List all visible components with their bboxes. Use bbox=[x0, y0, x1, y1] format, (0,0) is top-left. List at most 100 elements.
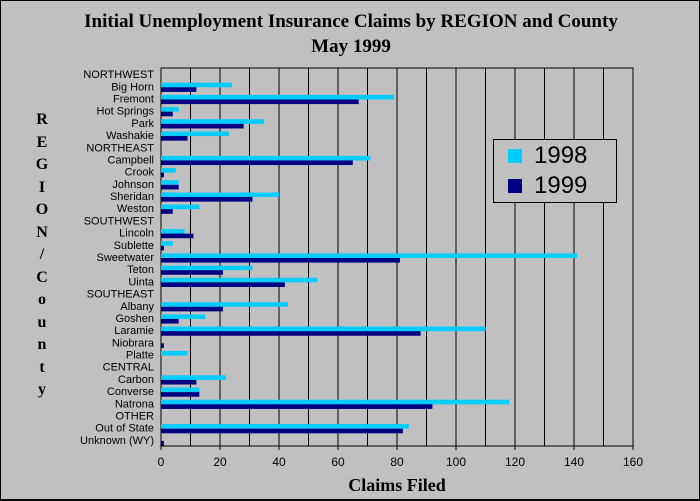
chart-title: Initial Unemployment Insurance Claims by… bbox=[1, 9, 700, 59]
bar-1998 bbox=[161, 180, 179, 185]
y-axis-label-char: E bbox=[36, 133, 48, 151]
category-label: Sublette bbox=[114, 240, 154, 252]
category-label: Laramie bbox=[114, 325, 154, 337]
y-axis-label-char: o bbox=[38, 291, 46, 308]
y-axis-label-char: u bbox=[37, 313, 47, 331]
bar-1999 bbox=[161, 111, 173, 117]
x-tick-label: 20 bbox=[213, 455, 227, 469]
category-label: Weston bbox=[117, 203, 154, 215]
category-label: Hot Springs bbox=[97, 106, 155, 118]
bar-1998 bbox=[161, 192, 279, 198]
category-label: Goshen bbox=[115, 313, 154, 325]
category-label: Fremont bbox=[113, 93, 154, 105]
legend: 1998 1999 bbox=[493, 139, 617, 203]
bar-1999 bbox=[161, 392, 200, 397]
x-tick-label: 40 bbox=[272, 455, 286, 469]
category-label: Uinta bbox=[128, 276, 155, 288]
bar-1998 bbox=[161, 107, 179, 112]
bar-1999 bbox=[161, 209, 173, 214]
bar-1998 bbox=[161, 424, 409, 429]
bar-1999 bbox=[161, 318, 179, 324]
legend-item-1998: 1998 bbox=[508, 142, 587, 170]
category-label: Converse bbox=[107, 386, 154, 398]
bar-1998 bbox=[161, 94, 395, 100]
category-label: Carbon bbox=[118, 374, 154, 386]
bar-1998 bbox=[161, 375, 226, 380]
bar-1999 bbox=[161, 197, 253, 202]
category-label: NORTHEAST bbox=[86, 142, 154, 154]
y-axis-label-char: R bbox=[36, 111, 48, 128]
category-label: SOUTHEAST bbox=[87, 289, 155, 301]
bar-1999 bbox=[161, 306, 223, 312]
category-label: CENTRAL bbox=[103, 362, 154, 374]
bar-1999 bbox=[161, 343, 164, 348]
legend-swatch-1998 bbox=[508, 149, 522, 163]
bar-1998 bbox=[161, 204, 200, 210]
bar-1998 bbox=[161, 277, 318, 283]
bar-1998 bbox=[161, 241, 173, 246]
bar-1998 bbox=[161, 119, 265, 124]
category-label: Unknown (WY) bbox=[80, 435, 154, 447]
x-tick-label: 60 bbox=[331, 455, 345, 469]
x-tick-label: 0 bbox=[158, 455, 165, 469]
bar-1998 bbox=[161, 302, 288, 307]
bar-1999 bbox=[161, 282, 285, 287]
bar-1998 bbox=[161, 265, 253, 271]
chart-title-line2: May 1999 bbox=[311, 36, 391, 57]
y-axis-label-char: N bbox=[36, 223, 48, 241]
bar-1999 bbox=[161, 379, 197, 385]
x-tick-label: 140 bbox=[564, 455, 584, 469]
legend-label-1999: 1999 bbox=[534, 172, 588, 199]
category-label: Crook bbox=[125, 167, 155, 179]
category-label: Campbell bbox=[108, 154, 154, 166]
legend-swatch-1999 bbox=[508, 179, 522, 193]
bar-1998 bbox=[161, 350, 188, 356]
bar-1999 bbox=[161, 270, 223, 275]
bar-1999 bbox=[161, 87, 197, 92]
bar-1998 bbox=[161, 314, 206, 319]
legend-item-1999: 1999 bbox=[508, 172, 587, 200]
y-axis-label-char: G bbox=[35, 156, 49, 173]
category-label: Platte bbox=[126, 350, 154, 362]
bar-1998 bbox=[161, 229, 185, 234]
category-label: OTHER bbox=[116, 411, 155, 423]
category-label: NORTHWEST bbox=[83, 69, 154, 81]
category-label: Out of State bbox=[95, 423, 154, 435]
bar-1999 bbox=[161, 428, 403, 434]
category-label: Niobrara bbox=[112, 337, 155, 349]
bar-1999 bbox=[161, 233, 194, 239]
chart-title-line1: Initial Unemployment Insurance Claims by… bbox=[84, 11, 618, 32]
category-label: Teton bbox=[127, 264, 154, 276]
bar-1999 bbox=[161, 331, 421, 336]
bar-1999 bbox=[161, 136, 188, 141]
legend-label-1998: 1998 bbox=[534, 142, 588, 169]
bar-1999 bbox=[161, 184, 179, 190]
bar-1998 bbox=[161, 168, 176, 173]
category-label: Sweetwater bbox=[97, 252, 155, 264]
category-label: SOUTHWEST bbox=[84, 215, 155, 227]
bar-1998 bbox=[161, 399, 510, 405]
y-axis-label-char: y bbox=[38, 381, 46, 398]
bar-1998 bbox=[161, 253, 577, 258]
y-axis-label-char: I bbox=[38, 178, 46, 196]
category-label: Johnson bbox=[112, 179, 154, 191]
bar-1999 bbox=[161, 160, 353, 166]
category-label: Big Horn bbox=[111, 81, 154, 93]
y-axis-label-char: n bbox=[37, 336, 47, 353]
bar-1998 bbox=[161, 326, 486, 332]
bar-1999 bbox=[161, 172, 164, 178]
x-tick-label: 160 bbox=[623, 455, 643, 469]
bar-1998 bbox=[161, 131, 229, 137]
bar-1999 bbox=[161, 245, 164, 251]
x-tick-label: 120 bbox=[505, 455, 525, 469]
bar-1999 bbox=[161, 258, 400, 263]
category-label: Sheridan bbox=[110, 191, 154, 203]
category-label: Lincoln bbox=[119, 228, 154, 240]
x-axis-label: Claims Filed bbox=[348, 475, 446, 495]
bar-1999 bbox=[161, 404, 433, 409]
x-tick-label: 100 bbox=[446, 455, 466, 469]
category-label: Washakie bbox=[106, 130, 154, 142]
x-tick-label: 80 bbox=[390, 455, 404, 469]
